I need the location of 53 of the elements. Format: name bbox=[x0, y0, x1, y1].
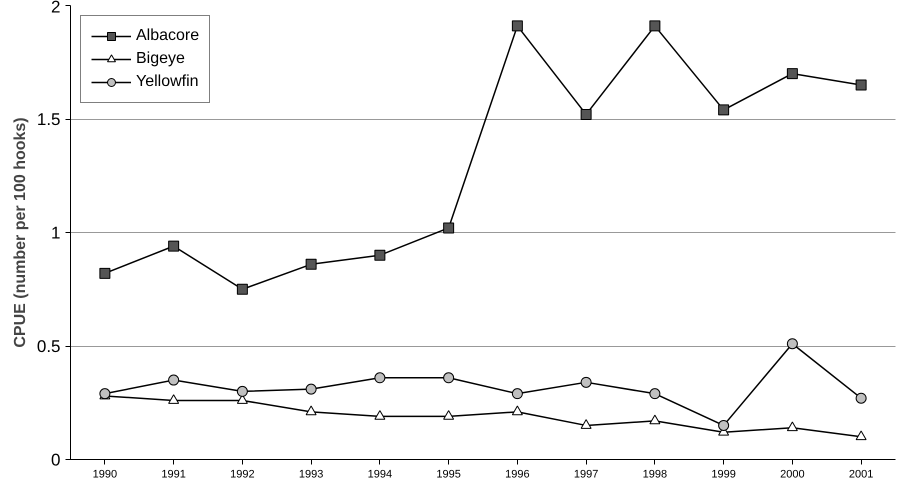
x-tick-label: 1993 bbox=[298, 468, 324, 480]
y-tick-label: 2 bbox=[51, 0, 61, 16]
x-tick-label: 1999 bbox=[711, 468, 736, 480]
point bbox=[512, 388, 523, 400]
y-tick-label: 1.5 bbox=[36, 110, 61, 129]
y-axis-title: CPUE (number per 100 hooks) bbox=[12, 117, 29, 348]
point bbox=[580, 376, 592, 388]
point bbox=[168, 240, 180, 252]
point bbox=[512, 20, 523, 32]
point bbox=[856, 79, 867, 90]
x-tick-label: 1997 bbox=[574, 468, 598, 480]
point bbox=[443, 222, 454, 234]
point bbox=[443, 372, 454, 384]
point bbox=[856, 430, 867, 440]
x-tick-label: 1990 bbox=[92, 468, 118, 480]
x-tick-label: 2001 bbox=[848, 468, 874, 480]
point bbox=[168, 394, 180, 404]
point bbox=[443, 410, 454, 420]
point bbox=[649, 414, 660, 424]
point bbox=[168, 374, 180, 386]
x-tick-label: 1996 bbox=[505, 468, 530, 480]
point bbox=[374, 410, 386, 420]
legend-label: Yellowfin bbox=[136, 73, 199, 91]
point bbox=[856, 392, 867, 404]
x-tick-label: 1992 bbox=[230, 468, 255, 480]
point bbox=[374, 250, 386, 261]
legend-label: Albacore bbox=[136, 27, 200, 45]
point bbox=[718, 420, 730, 431]
point bbox=[99, 268, 110, 279]
point bbox=[306, 258, 317, 270]
point bbox=[236, 284, 248, 295]
x-tick-label: 1994 bbox=[368, 468, 392, 480]
point bbox=[649, 20, 660, 32]
point bbox=[374, 372, 386, 384]
point bbox=[306, 384, 317, 395]
point bbox=[786, 421, 798, 432]
point bbox=[786, 338, 798, 350]
point bbox=[786, 68, 798, 80]
point bbox=[512, 406, 523, 416]
x-tick-label: 1991 bbox=[161, 468, 186, 480]
point bbox=[580, 108, 592, 120]
y-tick-label: 0.5 bbox=[36, 337, 61, 356]
x-tick-label: 1998 bbox=[642, 468, 668, 480]
point bbox=[306, 406, 317, 416]
y-tick-label: 1 bbox=[51, 224, 61, 242]
point bbox=[649, 388, 660, 400]
x-tick-label: 1995 bbox=[436, 468, 461, 480]
point bbox=[718, 104, 730, 116]
x-tick-label: 2000 bbox=[780, 468, 805, 480]
y-tick-label: 0 bbox=[51, 450, 61, 470]
point bbox=[580, 419, 592, 429]
legend-label: Bigeye bbox=[136, 50, 185, 68]
point bbox=[236, 386, 248, 397]
